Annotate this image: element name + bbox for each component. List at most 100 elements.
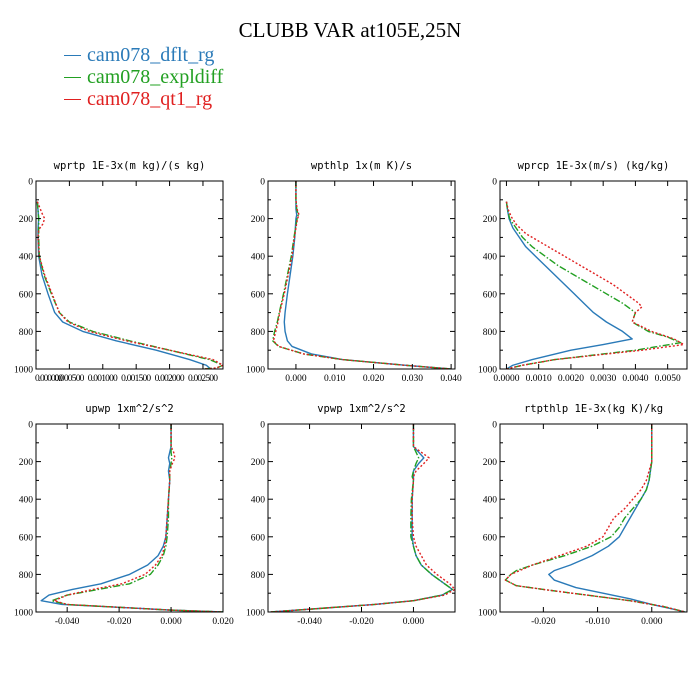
x-tick-label: 0.040 xyxy=(440,374,462,384)
x-tick-label: 0.0020 xyxy=(558,374,584,384)
series-line-cam078_expldiff xyxy=(271,181,452,369)
y-tick-label: 200 xyxy=(19,215,34,225)
panel-title: wprtp 1E-3x(m kg)/(s kg) xyxy=(54,160,206,172)
legend-label: cam078_qt1_rg xyxy=(87,87,213,110)
y-tick-label: 600 xyxy=(251,290,266,300)
y-tick-label: 400 xyxy=(251,253,266,263)
series-line-cam078_expldiff xyxy=(504,424,686,612)
x-tick-label: 0.000 xyxy=(641,617,663,627)
plot-frame xyxy=(267,423,456,613)
y-tick-label: 1000 xyxy=(14,366,33,376)
y-tick-label: 600 xyxy=(483,290,498,300)
x-tick-label: -0.020 xyxy=(349,617,374,627)
plot-frame xyxy=(499,423,688,613)
panel-title: wprcp 1E-3x(m/s) (kg/kg) xyxy=(518,160,670,172)
series-line-cam078_expldiff xyxy=(50,424,223,612)
x-tick-label: 0.020 xyxy=(212,617,234,627)
figure-title: CLUBB VAR at105E,25N xyxy=(238,18,462,42)
series-line-cam078_expldiff xyxy=(505,201,682,369)
series-line-cam078_dflt_rg xyxy=(40,424,223,612)
y-tick-label: 1000 xyxy=(14,609,33,619)
legend-entry-expldiff: cam078_expldiff xyxy=(64,66,223,88)
y-tick-label: 400 xyxy=(483,496,498,506)
x-tick-label: 0.030 xyxy=(402,374,424,384)
y-tick-label: 800 xyxy=(19,328,34,338)
series-line-cam078_qt1_rg xyxy=(504,424,686,612)
y-tick-label: 800 xyxy=(251,571,266,581)
y-tick-label: 200 xyxy=(251,458,266,468)
panel-title: upwp 1xm^2/s^2 xyxy=(85,403,174,415)
series-line-cam078_dflt_rg xyxy=(283,181,452,369)
panel-title: vpwp 1xm^2/s^2 xyxy=(317,403,406,415)
legend-swatch xyxy=(64,76,81,78)
x-tick-label: 0.0010 xyxy=(526,374,552,384)
legend: cam078_dflt_rg cam078_expldiff cam078_qt… xyxy=(64,44,223,110)
x-tick-label: 0.000500 xyxy=(54,374,84,384)
legend-swatch xyxy=(64,54,81,56)
series-line-cam078_qt1_rg xyxy=(53,424,223,612)
y-tick-label: 400 xyxy=(19,496,34,506)
y-tick-label: 600 xyxy=(483,533,498,543)
y-tick-label: 1000 xyxy=(478,366,497,376)
x-tick-label: 0.0040 xyxy=(622,374,648,384)
y-tick-label: 800 xyxy=(483,328,498,338)
y-tick-label: 0 xyxy=(260,421,265,431)
panel-2: wpthlp 1x(m K)/s 0 200 400 600 800 1000 0.000 0.… xyxy=(246,160,462,384)
y-tick-label: 200 xyxy=(483,215,498,225)
y-tick-label: 800 xyxy=(251,328,266,338)
plot-frame xyxy=(499,180,688,370)
y-tick-label: 600 xyxy=(19,290,34,300)
y-tick-label: 0 xyxy=(260,178,265,188)
series-line-cam078_dflt_rg xyxy=(548,424,686,612)
legend-label: cam078_expldiff xyxy=(87,65,224,88)
x-tick-label: 0.002500 xyxy=(188,374,218,384)
x-tick-label: 0.000000 xyxy=(35,374,63,384)
panel-6: rtpthlp 1E-3x(kg K)/kg 0 200 400 600 800 1000 -… xyxy=(478,403,688,627)
series-line-cam078_qt1_rg xyxy=(270,424,455,612)
y-tick-label: 400 xyxy=(19,253,34,263)
x-tick-label: 0.010 xyxy=(324,374,346,384)
y-tick-label: 800 xyxy=(19,571,34,581)
y-tick-label: 1000 xyxy=(478,609,497,619)
panel-4: upwp 1xm^2/s^2 0 200 400 600 800 1000 -0.040 -0.… xyxy=(14,403,234,627)
x-tick-label: -0.020 xyxy=(107,617,132,627)
panel-1: wprtp 1E-3x(m kg)/(s kg) 0 200 400 600 800 100… xyxy=(14,160,224,384)
panel-3: wprcp 1E-3x(m/s) (kg/kg) 0 200 400 600 800 100… xyxy=(478,160,688,384)
y-tick-label: 1000 xyxy=(246,366,265,376)
x-tick-label: 0.0000 xyxy=(493,374,519,384)
x-tick-label: 0.002000 xyxy=(155,374,185,384)
series-line-cam078_dflt_rg xyxy=(505,201,633,369)
y-tick-label: 600 xyxy=(19,533,34,543)
y-tick-label: 0 xyxy=(28,178,33,188)
panel-title: rtpthlp 1E-3x(kg K)/kg xyxy=(524,403,663,415)
panel-title: wpthlp 1x(m K)/s xyxy=(311,160,412,172)
series-line-cam078_dflt_rg xyxy=(270,424,454,612)
series-line-cam078_qt1_rg xyxy=(272,181,452,369)
y-tick-label: 800 xyxy=(483,571,498,581)
x-tick-label: 0.000 xyxy=(285,374,307,384)
y-tick-label: 0 xyxy=(28,421,33,431)
y-tick-label: 400 xyxy=(483,253,498,263)
y-tick-label: 1000 xyxy=(246,609,265,619)
legend-entry-qt1: cam078_qt1_rg xyxy=(64,88,223,110)
x-tick-label: 0.001000 xyxy=(88,374,118,384)
series-line-cam078_dflt_rg xyxy=(36,201,212,369)
x-tick-label: -0.040 xyxy=(55,617,80,627)
panel-5: vpwp 1xm^2/s^2 0 200 400 600 800 1000 -0.040 -0.… xyxy=(246,403,456,627)
x-tick-label: -0.010 xyxy=(585,617,610,627)
y-tick-label: 400 xyxy=(251,496,266,506)
x-tick-label: 0.020 xyxy=(363,374,385,384)
x-tick-label: 0.0030 xyxy=(590,374,616,384)
y-tick-label: 200 xyxy=(483,458,498,468)
series-line-cam078_expldiff xyxy=(36,201,223,369)
legend-swatch xyxy=(64,98,81,100)
x-tick-label: 0.0050 xyxy=(655,374,681,384)
y-tick-label: 600 xyxy=(251,533,266,543)
y-tick-label: 200 xyxy=(251,215,266,225)
y-tick-label: 0 xyxy=(492,421,497,431)
x-tick-label: -0.040 xyxy=(297,617,322,627)
y-tick-label: 200 xyxy=(19,458,34,468)
x-tick-label: 0.000 xyxy=(160,617,182,627)
legend-label: cam078_dflt_rg xyxy=(87,43,215,66)
